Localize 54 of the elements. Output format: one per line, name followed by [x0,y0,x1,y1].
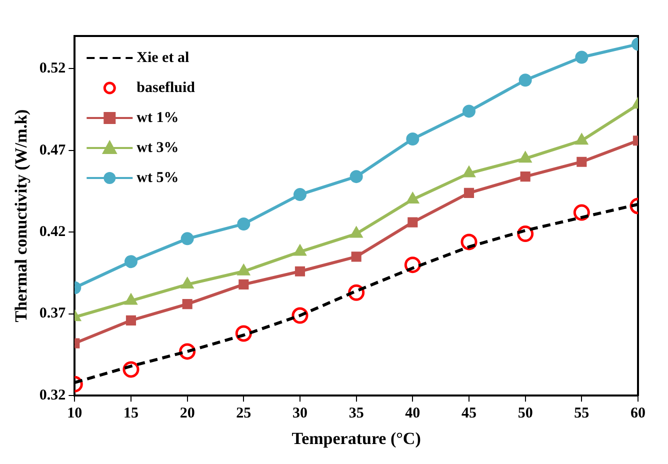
point [576,134,588,145]
point [462,104,476,118]
point [518,74,532,87]
point [294,266,306,276]
point [180,232,194,246]
x-tick-label: 50 [518,405,533,422]
point [576,156,587,167]
point [520,152,532,163]
x-tick-label: 35 [348,405,364,422]
legend-label: Xie et al [136,50,190,66]
point [294,245,306,256]
point [125,294,137,305]
point [351,252,362,262]
y-tick-label: 0.42 [39,224,66,240]
x-tick-label: 40 [405,405,420,422]
point [460,234,478,250]
x-tick-label: 30 [292,405,308,422]
point [181,278,194,288]
x-tick-label: 15 [123,405,138,422]
point [408,217,418,228]
legend-label: wt 5% [136,170,179,186]
legend-label: basefluid [136,80,196,96]
point [350,170,363,184]
point [573,204,590,221]
point [182,299,192,310]
y-tick-label: 0.47 [39,142,66,158]
y-axis-title: Thermal conuctivity (W/m.k) [12,109,31,322]
point [406,192,418,204]
x-tick-label: 45 [461,405,476,422]
point [124,255,138,268]
x-tick-label: 25 [236,405,252,422]
point [406,132,420,146]
legend-label: wt 1% [136,110,179,126]
legend-label: wt 3% [136,140,179,156]
y-tick-label: 0.32 [39,387,66,404]
point [520,172,530,182]
point [293,188,306,202]
point [292,307,308,324]
point [463,166,475,178]
point [575,50,588,64]
point [126,315,136,326]
x-tick-label: 60 [630,405,646,422]
point [350,227,362,238]
point [237,217,250,230]
x-tick-label: 10 [67,405,82,422]
x-tick-label: 20 [180,405,195,422]
point [238,264,250,276]
point [122,361,140,378]
y-tick-label: 0.52 [39,60,66,77]
y-tick-label: 0.37 [39,306,66,322]
point [238,279,249,290]
x-axis-title: Temperature (°C) [292,429,421,448]
x-tick-label: 55 [574,405,590,422]
point [464,188,474,198]
